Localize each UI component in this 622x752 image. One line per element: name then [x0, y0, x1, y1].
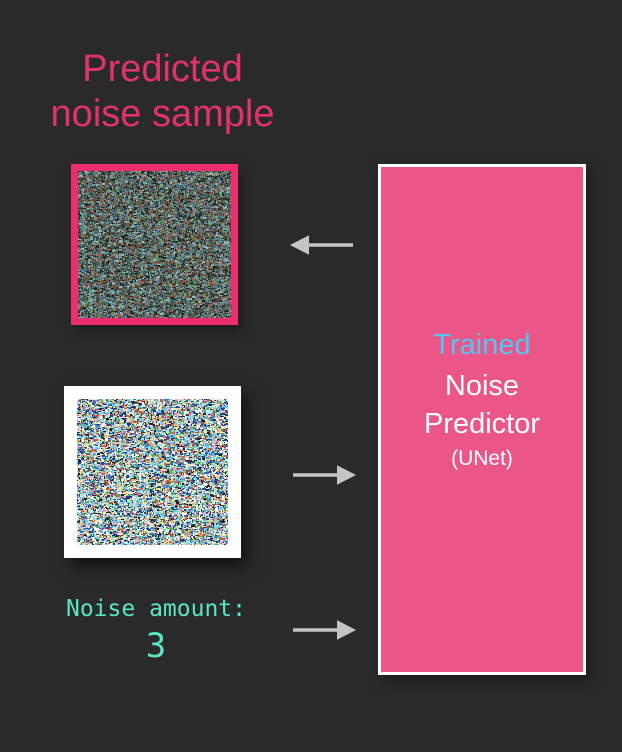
arrow-right-icon: [293, 465, 356, 485]
noisy-input-canvas: [77, 399, 228, 545]
noise-amount: Noise amount: 3: [30, 596, 282, 666]
predictor-line-noise: Noise: [444, 370, 520, 402]
predictor-line-unet: (UNet): [451, 447, 513, 470]
page-title: Predicted noise sample: [5, 47, 320, 137]
noise-predictor-box: Trained Noise Predictor (UNet): [378, 164, 586, 675]
noise-amount-value: 3: [145, 626, 167, 666]
title-line-2: noise sample: [50, 93, 275, 135]
predicted-noise-canvas: [78, 171, 231, 318]
predictor-line-predictor: Predictor: [423, 408, 541, 440]
predictor-line-trained: Trained: [433, 329, 531, 361]
arrow-right-icon: [293, 620, 356, 640]
noise-predictor-label: Trained Noise Predictor (UNet): [381, 325, 583, 474]
predicted-noise-image: [71, 164, 238, 325]
arrow-left-icon: [290, 235, 353, 255]
title-line-1: Predicted: [82, 48, 243, 90]
noisy-input-image: [64, 386, 241, 558]
noise-amount-label: Noise amount:: [65, 596, 246, 622]
